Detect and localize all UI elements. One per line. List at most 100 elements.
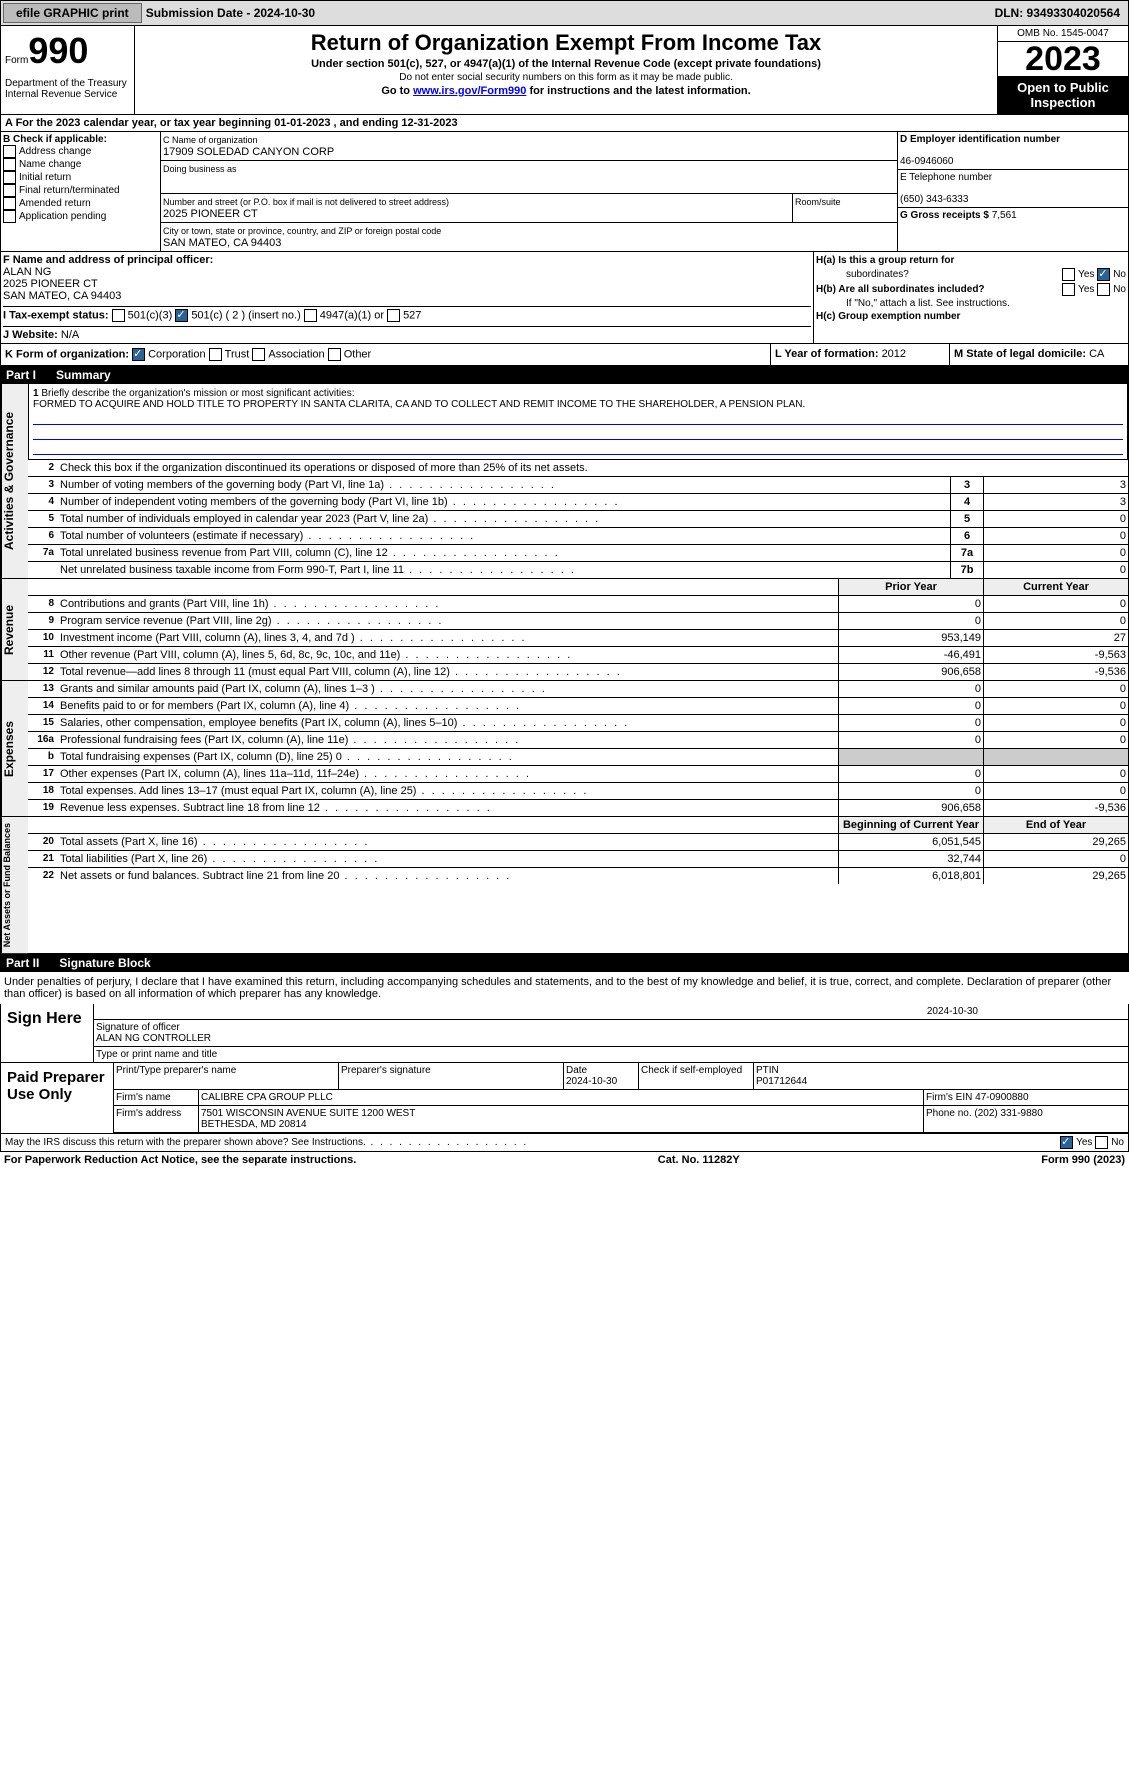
pdate-label: Date bbox=[566, 1065, 587, 1076]
checkbox-4947[interactable] bbox=[304, 309, 317, 322]
pself-label: Check if self-employed bbox=[639, 1063, 754, 1089]
city-value: SAN MATEO, CA 94403 bbox=[163, 237, 281, 249]
gross-label: G Gross receipts $ bbox=[900, 210, 992, 221]
revenue-section: Revenue Prior YearCurrent Year 8Contribu… bbox=[0, 579, 1129, 681]
checkbox-501c[interactable] bbox=[175, 309, 188, 322]
expenses-section: Expenses 13Grants and similar amounts pa… bbox=[0, 681, 1129, 817]
checkbox-discuss-no[interactable] bbox=[1095, 1136, 1108, 1149]
curr-year-hdr: Current Year bbox=[983, 579, 1128, 595]
declaration: Under penalties of perjury, I declare th… bbox=[0, 972, 1129, 1004]
firm-label: Firm's name bbox=[114, 1090, 199, 1105]
efile-print-button[interactable]: efile GRAPHIC print bbox=[3, 3, 142, 23]
discuss-line: May the IRS discuss this return with the… bbox=[0, 1134, 1129, 1152]
gross-value: 7,561 bbox=[992, 210, 1017, 221]
sig-officer-label: Signature of officer bbox=[96, 1022, 180, 1033]
officer-block: F Name and address of principal officer:… bbox=[0, 252, 1129, 344]
open-inspection: Open to Public Inspection bbox=[998, 76, 1128, 114]
no-label: No bbox=[1113, 269, 1126, 280]
begin-year-hdr: Beginning of Current Year bbox=[838, 817, 983, 833]
yes-label-2: Yes bbox=[1078, 284, 1094, 295]
checkbox-corp[interactable] bbox=[132, 348, 145, 361]
i-4947: 4947(a)(1) or bbox=[320, 309, 384, 321]
checkbox-501c3[interactable] bbox=[112, 309, 125, 322]
ptin-value: P01712644 bbox=[756, 1076, 807, 1087]
k-assoc: Association bbox=[268, 348, 324, 360]
hb-label: H(b) Are all subordinates included? bbox=[816, 284, 985, 295]
foot-left: For Paperwork Reduction Act Notice, see … bbox=[4, 1154, 356, 1166]
org-name: 17909 SOLEDAD CANYON CORP bbox=[163, 146, 334, 158]
part1-title: Summary bbox=[56, 368, 111, 382]
dba-label: Doing business as bbox=[163, 164, 237, 174]
box-c: C Name of organization17909 SOLEDAD CANY… bbox=[161, 132, 897, 251]
sign-here-block: Sign Here 2024-10-30 Signature of office… bbox=[0, 1004, 1129, 1063]
checkbox-discuss-yes[interactable] bbox=[1060, 1136, 1073, 1149]
sign-date: 2024-10-30 bbox=[94, 1004, 1128, 1020]
street-label: Number and street (or P.O. box if mail i… bbox=[163, 197, 449, 207]
discuss-yes: Yes bbox=[1076, 1137, 1092, 1148]
goto-prefix: Go to bbox=[381, 85, 413, 97]
dln: DLN: 93493304020564 bbox=[995, 6, 1126, 20]
k-corp: Corporation bbox=[148, 348, 205, 360]
ha-label: H(a) Is this a group return for bbox=[816, 255, 954, 266]
form-label: Form bbox=[5, 55, 28, 66]
k-row: K Form of organization: Corporation Trus… bbox=[0, 344, 1129, 366]
footer: For Paperwork Reduction Act Notice, see … bbox=[0, 1152, 1129, 1168]
b-item-3: Final return/terminated bbox=[19, 185, 120, 196]
l-label: L Year of formation: bbox=[775, 348, 882, 360]
i-527: 527 bbox=[403, 309, 421, 321]
i-label: I Tax-exempt status: bbox=[3, 309, 109, 321]
b-item-5: Application pending bbox=[19, 211, 106, 222]
discuss-text: May the IRS discuss this return with the… bbox=[5, 1137, 528, 1148]
checkbox-assoc[interactable] bbox=[252, 348, 265, 361]
checkbox-hb-yes[interactable] bbox=[1062, 283, 1075, 296]
b-header: B Check if applicable: bbox=[3, 134, 107, 145]
q1-label: Briefly describe the organization's miss… bbox=[41, 388, 354, 399]
calendar-year-line: A For the 2023 calendar year, or tax yea… bbox=[0, 115, 1129, 132]
l-value: 2012 bbox=[882, 348, 906, 360]
checkbox-527[interactable] bbox=[387, 309, 400, 322]
checkbox-other[interactable] bbox=[328, 348, 341, 361]
side-expenses: Expenses bbox=[1, 681, 28, 816]
form-title: Return of Organization Exempt From Incom… bbox=[139, 30, 993, 56]
checkbox-name-change[interactable] bbox=[3, 158, 16, 171]
fein-value: 47-0900880 bbox=[975, 1092, 1028, 1103]
part1-label: Part I bbox=[6, 368, 36, 382]
checkbox-ha-yes[interactable] bbox=[1062, 268, 1075, 281]
k-label: K Form of organization: bbox=[5, 348, 129, 360]
fein-label: Firm's EIN bbox=[926, 1092, 972, 1103]
room-label: Room/suite bbox=[795, 197, 841, 207]
b-item-4: Amended return bbox=[19, 198, 91, 209]
checkbox-initial[interactable] bbox=[3, 171, 16, 184]
f-label: F Name and address of principal officer: bbox=[3, 254, 213, 266]
b-item-1: Name change bbox=[19, 159, 81, 170]
summary-section: Activities & Governance 1 Briefly descri… bbox=[0, 384, 1129, 579]
faddr-label: Firm's address bbox=[114, 1106, 199, 1132]
checkbox-trust[interactable] bbox=[209, 348, 222, 361]
city-label: City or town, state or province, country… bbox=[163, 226, 441, 236]
prior-year-hdr: Prior Year bbox=[838, 579, 983, 595]
checkbox-hb-no[interactable] bbox=[1097, 283, 1110, 296]
entity-block: B Check if applicable: Address change Na… bbox=[0, 132, 1129, 252]
netassets-section: Net Assets or Fund Balances Beginning of… bbox=[0, 817, 1129, 954]
ha2-label: subordinates? bbox=[846, 269, 909, 280]
sign-here-label: Sign Here bbox=[1, 1004, 94, 1062]
checkbox-ha-no[interactable] bbox=[1097, 268, 1110, 281]
paid-preparer-block: Paid Preparer Use Only Print/Type prepar… bbox=[0, 1063, 1129, 1134]
i-501c3: 501(c)(3) bbox=[128, 309, 173, 321]
checkbox-address-change[interactable] bbox=[3, 145, 16, 158]
street: 2025 PIONEER CT bbox=[163, 208, 258, 220]
i-501c: 501(c) ( 2 ) (insert no.) bbox=[191, 309, 300, 321]
firm-value: CALIBRE CPA GROUP PLLC bbox=[199, 1090, 924, 1105]
ptin-label: PTIN bbox=[756, 1065, 779, 1076]
top-bar: efile GRAPHIC print Submission Date - 20… bbox=[0, 0, 1129, 26]
q2-label: Check this box if the organization disco… bbox=[58, 460, 1128, 476]
irs-link[interactable]: www.irs.gov/Form990 bbox=[413, 85, 526, 97]
end-year-hdr: End of Year bbox=[983, 817, 1128, 833]
checkbox-final[interactable] bbox=[3, 184, 16, 197]
part1-header: Part I Summary bbox=[0, 366, 1129, 384]
foot-mid: Cat. No. 11282Y bbox=[658, 1154, 740, 1166]
checkbox-pending[interactable] bbox=[3, 210, 16, 223]
checkbox-amended[interactable] bbox=[3, 197, 16, 210]
j-label: J Website: bbox=[3, 329, 58, 341]
tel-label: E Telephone number bbox=[900, 172, 992, 183]
